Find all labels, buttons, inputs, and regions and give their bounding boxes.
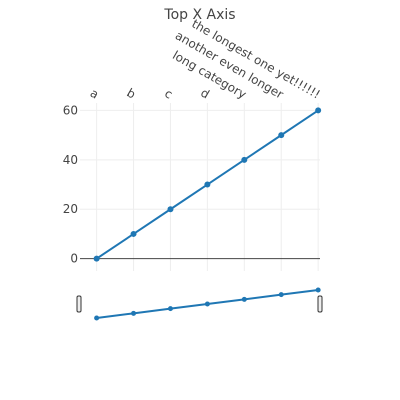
y-tick-label: 20: [63, 202, 78, 216]
y-tick-label: 0: [70, 252, 78, 266]
range-slider[interactable]: [76, 287, 323, 321]
data-point: [93, 255, 100, 262]
slider-data-point: [204, 301, 210, 307]
range-slider-left-handle[interactable]: [76, 295, 82, 313]
slider-data-point: [131, 310, 137, 316]
slider-data-point: [241, 296, 247, 302]
data-point: [278, 132, 285, 139]
data-point: [167, 206, 174, 213]
slider-data-point: [94, 315, 100, 321]
data-point: [204, 181, 211, 188]
chart-title: Top X Axis: [163, 7, 235, 23]
slider-data-point: [278, 292, 284, 298]
x-tick-label: b: [124, 86, 138, 102]
y-tick-label: 60: [63, 103, 78, 117]
slider-data-point: [167, 306, 173, 312]
plot-area: [80, 103, 322, 271]
x-tick-label: d: [198, 86, 212, 102]
data-point: [130, 230, 137, 237]
x-tick-label: c: [162, 86, 175, 101]
slider-data-point: [315, 287, 321, 293]
data-point: [315, 107, 322, 114]
y-tick-label: 40: [63, 153, 78, 167]
data-point: [241, 156, 248, 163]
series-points: [93, 107, 322, 262]
x-tick-label: a: [88, 86, 101, 102]
range-slider-right-handle[interactable]: [317, 295, 323, 313]
range-slider-series-points: [94, 287, 321, 321]
y-axis-ticks: 0 20 40 60: [63, 103, 78, 265]
y-gridlines: [80, 109, 320, 210]
